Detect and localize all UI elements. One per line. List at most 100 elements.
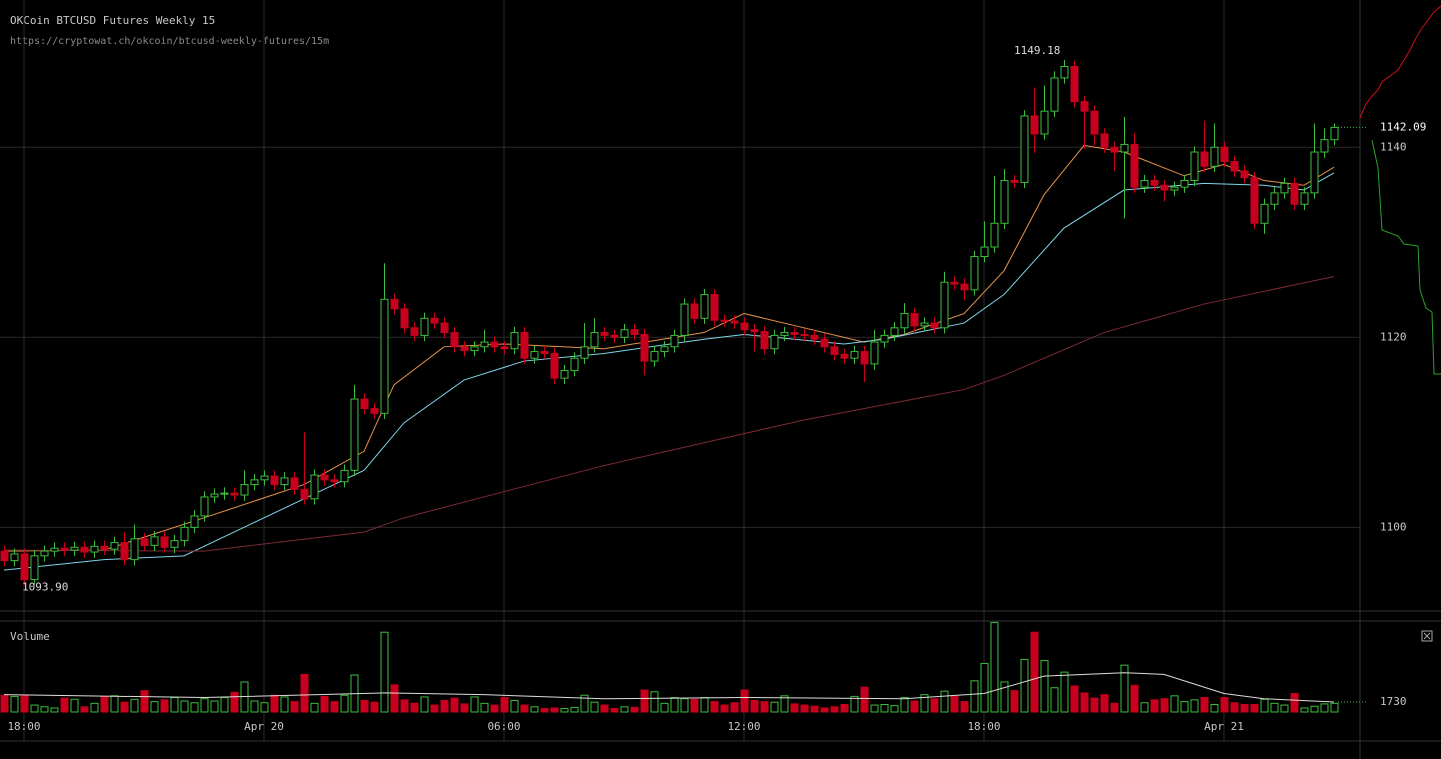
volume-bar xyxy=(210,700,219,713)
volume-bar xyxy=(1320,703,1329,713)
depth-asks xyxy=(1359,5,1441,119)
close-volume-button[interactable] xyxy=(1421,630,1433,642)
y-tick-label: 1120 xyxy=(1380,330,1407,343)
candle-body xyxy=(1170,186,1179,191)
volume-bar xyxy=(450,697,459,713)
candle-body xyxy=(720,319,729,322)
volume-bar xyxy=(560,708,569,713)
candle-body xyxy=(590,332,599,348)
volume-bar xyxy=(540,708,549,713)
volume-average xyxy=(3,672,1335,703)
candle-body xyxy=(650,351,659,362)
volume-bar xyxy=(1270,702,1279,713)
volume-bar xyxy=(1020,658,1029,713)
volume-bar xyxy=(270,694,279,713)
candle-body xyxy=(570,357,579,372)
volume-bar xyxy=(820,707,829,713)
candle-body xyxy=(430,317,439,324)
candle-body xyxy=(760,331,769,350)
volume-bar xyxy=(510,699,519,713)
candle-body xyxy=(960,283,969,291)
volume-bar xyxy=(890,705,899,713)
volume-bar xyxy=(340,694,349,713)
volume-bar xyxy=(740,689,749,713)
candle-body xyxy=(1330,126,1339,141)
candle-body xyxy=(880,334,889,343)
x-tick-label: 12:00 xyxy=(727,720,760,733)
volume-bar xyxy=(800,704,809,713)
candle-body xyxy=(680,303,689,336)
volume-bar xyxy=(770,701,779,713)
volume-bar xyxy=(70,698,79,713)
volume-bar xyxy=(500,697,509,713)
volume-bar xyxy=(570,706,579,713)
volume-bar xyxy=(810,705,819,713)
candle-body xyxy=(810,334,819,340)
volume-bar xyxy=(830,706,839,713)
candle-body xyxy=(1040,110,1049,135)
volume-bar xyxy=(220,697,229,713)
candle-body xyxy=(110,542,119,550)
candle-body xyxy=(870,341,879,365)
volume-bar xyxy=(780,695,789,713)
close-icon-cross[interactable] xyxy=(1423,632,1431,640)
candle-body xyxy=(520,332,529,359)
volume-bar xyxy=(620,706,629,713)
volume-bar xyxy=(690,698,699,713)
close-icon[interactable] xyxy=(1421,630,1433,642)
candle-body xyxy=(830,346,839,355)
x-tick-label: 18:00 xyxy=(967,720,1000,733)
volume-bar xyxy=(490,704,499,713)
volume-bar xyxy=(1140,702,1149,713)
candle-body xyxy=(640,333,649,362)
volume-bar xyxy=(1300,707,1309,713)
volume-bar xyxy=(1250,703,1259,713)
volume-bar xyxy=(870,704,879,713)
extreme-label: 1149.18 xyxy=(1014,44,1060,57)
volume-bar xyxy=(1170,695,1179,713)
candle-body xyxy=(920,322,929,327)
candle-body xyxy=(240,484,249,496)
candle-body xyxy=(950,281,959,285)
candle-body xyxy=(750,329,759,333)
volume-bar xyxy=(40,706,49,713)
candle-body xyxy=(230,492,239,496)
candle-body xyxy=(1190,151,1199,182)
candle-body xyxy=(340,469,349,483)
candle-body xyxy=(1230,161,1239,172)
volume-bar xyxy=(140,690,149,713)
chart-subtitle: https://cryptowat.ch/okcoin/btcusd-weekl… xyxy=(10,36,329,47)
volume-bar xyxy=(360,699,369,713)
candle-body xyxy=(460,346,469,352)
candle-body xyxy=(290,477,299,490)
candle-body xyxy=(900,313,909,329)
candle-body xyxy=(470,346,479,352)
volume-bar xyxy=(320,695,329,713)
volume-bar xyxy=(650,691,659,713)
volume-bar xyxy=(530,706,539,713)
candle-body xyxy=(380,298,389,414)
volume-bar xyxy=(760,701,769,713)
candle-body xyxy=(740,322,749,331)
volume-bar xyxy=(880,703,889,713)
volume-bar xyxy=(410,702,419,713)
candle-body xyxy=(630,329,639,335)
candle-body xyxy=(250,479,259,486)
candle-body xyxy=(490,341,499,348)
volume-bar xyxy=(1100,694,1109,713)
candle-body xyxy=(1050,77,1059,112)
volume-bar xyxy=(370,701,379,713)
volume-bar xyxy=(1180,701,1189,713)
candle-body xyxy=(320,474,329,481)
candle-body xyxy=(190,515,199,528)
volume-bar xyxy=(600,704,609,713)
candle-body xyxy=(1110,146,1119,153)
candle-body xyxy=(390,298,399,310)
candle-body xyxy=(130,538,139,561)
candle-body xyxy=(1270,192,1279,205)
candle-body xyxy=(940,281,949,329)
volume-bar xyxy=(460,703,469,713)
volume-bar xyxy=(1050,687,1059,713)
chart-title: OKCoin BTCUSD Futures Weekly 15 xyxy=(10,14,215,27)
candle-body xyxy=(890,327,899,336)
